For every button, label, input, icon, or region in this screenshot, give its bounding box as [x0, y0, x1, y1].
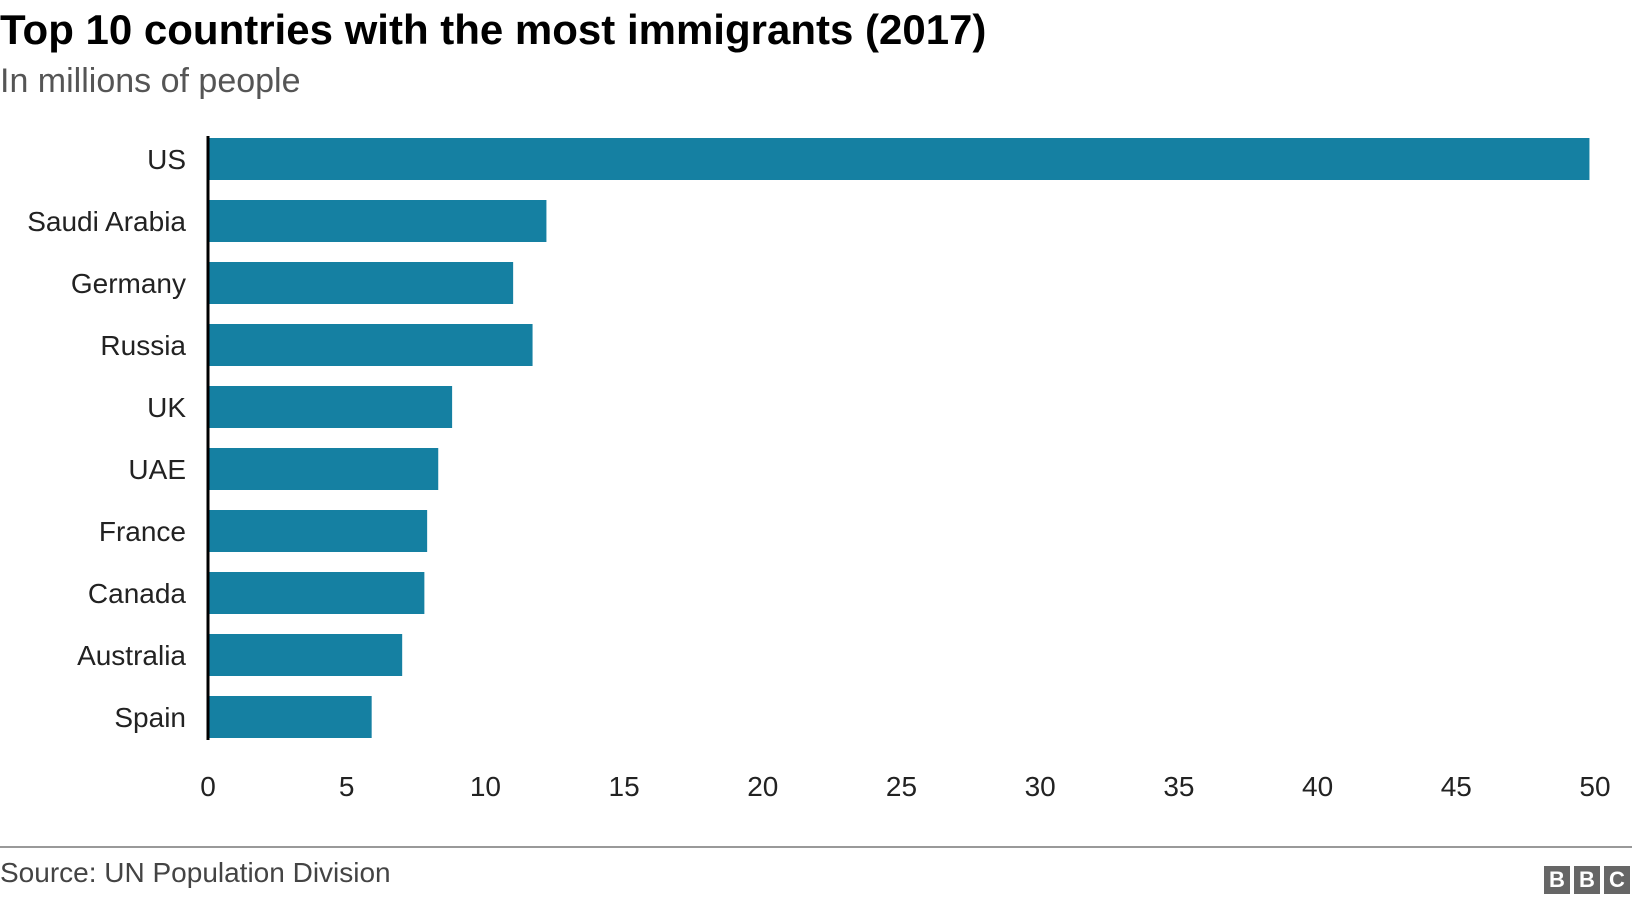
bar [208, 572, 425, 614]
bar [208, 262, 514, 304]
category-label: Canada [88, 578, 187, 609]
bar [208, 200, 547, 242]
category-label: Germany [71, 268, 186, 299]
source-note: Source: UN Population Division [0, 857, 391, 888]
bbc-logo-letter: B [1574, 866, 1600, 894]
bar [208, 510, 428, 552]
bbc-logo: B B C [1544, 866, 1630, 894]
category-label: UAE [128, 454, 186, 485]
x-tick-label: 45 [1441, 771, 1472, 802]
bar [208, 386, 453, 428]
x-tick-label: 10 [470, 771, 501, 802]
bar [208, 138, 1590, 180]
bar [208, 634, 403, 676]
bar [208, 696, 372, 738]
bar [208, 324, 533, 366]
x-tick-label: 30 [1025, 771, 1056, 802]
x-tick-label: 0 [200, 771, 216, 802]
x-tick-label: 5 [339, 771, 355, 802]
category-label: UK [147, 392, 186, 423]
bbc-logo-letter: C [1604, 866, 1630, 894]
footer-divider [0, 846, 1632, 848]
x-tick-label: 40 [1302, 771, 1333, 802]
chart-title: Top 10 countries with the most immigrant… [0, 6, 987, 53]
category-label: Australia [77, 640, 186, 671]
bbc-logo-letter: B [1544, 866, 1570, 894]
category-label: Russia [100, 330, 186, 361]
category-label: Saudi Arabia [27, 206, 186, 237]
category-label: US [147, 144, 186, 175]
x-tick-label: 15 [609, 771, 640, 802]
bar [208, 448, 439, 490]
bar-chart: US Saudi Arabia Germany Russia UK UAE France Ca… [27, 136, 1611, 802]
category-label: Spain [114, 702, 186, 733]
x-tick-label: 20 [747, 771, 778, 802]
x-tick-label: 25 [886, 771, 917, 802]
x-tick-label: 35 [1163, 771, 1194, 802]
category-label: France [99, 516, 186, 547]
x-tick-label: 50 [1579, 771, 1610, 802]
chart-subtitle: In millions of people [0, 62, 301, 100]
